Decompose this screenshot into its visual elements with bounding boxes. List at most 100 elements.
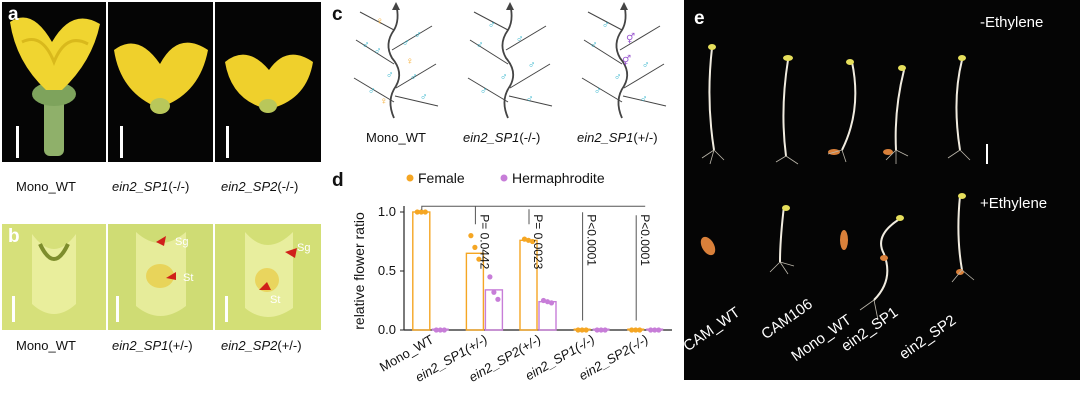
bar [465,252,485,331]
data-point [525,237,532,243]
male-symbol: ♂ [500,72,508,83]
panel-label-d: d [332,170,344,191]
data-point [648,327,654,333]
data-point [575,327,581,333]
panel-label-a: a [8,4,19,25]
data-point [594,327,600,333]
male-symbol: ♂ [614,72,622,83]
male-symbol: ♂ [640,94,648,105]
data-point [602,327,608,333]
hermaphrodite-symbol: ⚥ [626,34,636,45]
data-point [495,296,501,302]
data-point [656,327,662,333]
data-point [652,327,658,333]
data-point [441,327,447,333]
data-point [579,327,585,333]
annotation-sg-1: Sg [175,236,189,248]
flower-section-photo-mono-wt [2,224,106,330]
male-symbol: ♂ [362,40,370,51]
panel-label-c: c [332,4,343,25]
male-symbol: ♂ [414,30,422,41]
male-symbol: ♂ [602,20,610,31]
hermaphrodite-symbol: ⚥ [622,56,632,67]
y-axis-label: relative flower ratio [351,212,367,330]
caption-a-2: ein2_SP1(-/-) [112,179,190,194]
y-tick-label: 0.0 [378,322,396,337]
male-symbol: ♂ [402,38,410,49]
female-symbol: ♀ [376,16,384,27]
data-point [476,256,482,262]
data-point [418,209,424,215]
caption-b-2: ein2_SP1(+/-) [112,338,193,353]
flower-photo-ein2-sp1-homozygous [108,2,213,162]
data-point [540,297,547,304]
caption-c-2: ein2_SP1(-/-) [463,130,541,145]
legend-marker [500,174,508,182]
data-point [487,274,493,280]
male-symbol: ♂ [594,86,602,97]
male-symbol: ♂ [420,92,428,103]
condition-minus-ethylene: -Ethylene [980,14,1044,31]
data-point [521,236,528,242]
bar [484,289,504,331]
annotation-st-1: St [183,272,194,284]
caption-c-1: Mono_WT [366,130,426,145]
legend-label: Hermaphrodite [512,170,605,186]
p-value-label: P= 0.0442 [477,214,491,269]
seedling-photo [684,0,1080,380]
bar [538,300,557,331]
data-point [422,209,428,215]
flower-photo-ein2-sp2-homozygous [215,2,321,162]
data-point [529,238,536,245]
flower-ratio-bar-chart: 0.0 0.5 1.0 relative flower ratio Female Herm… [351,170,672,385]
legend-label: Female [418,170,465,186]
male-symbol: ♂ [410,72,418,83]
flower-section-photo-ein2-sp2-heterozygous [215,224,321,330]
data-point [468,233,474,239]
data-point [633,327,639,333]
legend-marker [406,174,414,182]
data-point [629,327,635,333]
male-symbol: ♂ [374,46,382,57]
male-symbol: ♂ [526,94,534,105]
p-value-label: P= 0.0023 [531,214,545,269]
male-symbol: ♂ [590,40,598,51]
male-symbol: ♂ [528,60,536,71]
condition-plus-ethylene: +Ethylene [980,195,1048,212]
female-symbol: ♀ [406,56,414,67]
flower-section-photo-ein2-sp1-heterozygous [108,224,213,330]
panel-label-b: b [8,226,20,247]
data-point [548,300,555,306]
female-symbol: ♀ [380,96,388,107]
caption-b-1: Mono_WT [16,338,76,353]
panel-label-e: e [694,8,705,29]
male-symbol: ♂ [368,86,376,97]
data-point [437,327,443,333]
data-point [491,289,497,295]
caption-c-3: ein2_SP1(+/-) [577,130,658,145]
data-point [433,327,439,333]
data-point [414,209,420,215]
data-point [637,327,643,333]
annotation-st-2: St [270,294,281,306]
caption-a-3: ein2_SP2(-/-) [221,179,299,194]
bar [412,211,431,331]
inflorescence-flower-symbols: ♂ ♂ ♂ ♂ ♂ ♂ ♂ ♂ ♀ ♀ ♀ ♂ ♂ ♂ ♂ ♂ ♂ ♂ ♂ ♂ … [340,0,680,122]
p-value-label: P<0.0001 [638,214,652,266]
annotation-sg-2: Sg [297,242,311,254]
male-symbol: ♂ [480,86,488,97]
caption-a-1: Mono_WT [16,179,76,194]
male-symbol: ♂ [386,70,394,81]
significance-bracket [421,205,646,210]
caption-b-3: ein2_SP2(+/-) [221,338,302,353]
seedling-photo-panel: e -Ethylene +Ethylene CAM_WT CAM106 Mono… [680,0,1080,380]
data-point [544,299,551,305]
flower-photo-mono-wt [2,2,106,162]
data-point [583,327,589,333]
male-symbol: ♂ [516,34,524,45]
y-tick-label: 0.5 [378,263,396,278]
male-symbol: ♂ [488,20,496,31]
y-tick-label: 1.0 [378,204,396,219]
male-symbol: ♂ [476,40,484,51]
p-value-label: P<0.0001 [585,214,599,266]
